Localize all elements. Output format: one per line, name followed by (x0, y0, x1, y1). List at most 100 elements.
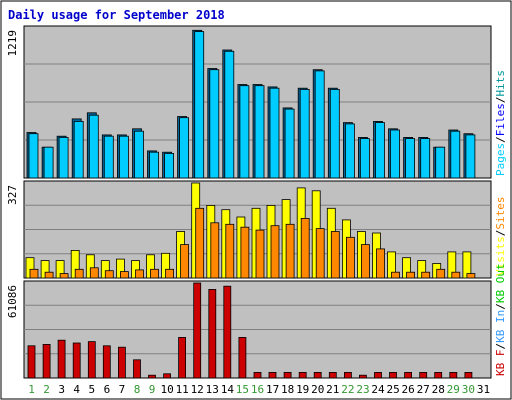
bar-kb-f-day-14 (223, 285, 232, 379)
x-tick-label-day-22: 22 (341, 383, 354, 396)
bar-sites-day-5 (89, 267, 99, 279)
bar-files-day-10 (164, 152, 175, 179)
bar-sites-day-2 (44, 271, 54, 279)
x-tick-label-day-17: 17 (266, 383, 279, 396)
bar-kb-f-day-17 (268, 371, 277, 379)
bar-kb-f-day-27 (419, 371, 428, 379)
bar-kb-f-day-15 (238, 336, 247, 379)
bar-kb-f-day-9 (148, 374, 156, 379)
bar-files-day-11 (179, 117, 190, 179)
x-tick-label-day-9: 9 (149, 383, 156, 396)
x-tick-label-day-23: 23 (356, 383, 369, 396)
x-tick-label-day-26: 26 (401, 383, 414, 396)
bar-files-day-21 (329, 89, 340, 179)
bar-sites-day-12 (195, 207, 205, 279)
bar-kb-f-day-13 (208, 288, 217, 379)
panel-3-legend: KB F/KB In/KB Out (494, 263, 507, 376)
legend-separator: / (494, 230, 507, 237)
bar-files-day-7 (119, 135, 129, 179)
bar-sites-day-4 (74, 268, 84, 279)
bar-kb-f-day-24 (374, 371, 382, 379)
bar-sites-day-11 (180, 244, 190, 279)
x-tick-label-day-30: 30 (462, 383, 475, 396)
x-tick-label-day-16: 16 (251, 383, 264, 396)
x-tick-label-day-28: 28 (432, 383, 445, 396)
bar-kb-f-day-10 (163, 373, 172, 379)
panel-1-max-label: 1219 (6, 30, 19, 57)
bar-sites-day-23 (360, 244, 370, 279)
bar-files-day-5 (88, 114, 99, 179)
bar-kb-f-day-8 (133, 359, 141, 379)
bar-sites-day-20 (315, 228, 325, 279)
bar-kb-f-day-7 (118, 346, 126, 379)
x-tick-label-day-31: 31 (477, 383, 490, 396)
bar-sites-day-17 (270, 225, 280, 279)
bar-files-day-14 (224, 50, 235, 179)
bar-files-day-22 (344, 123, 355, 179)
bar-kb-f-day-20 (313, 371, 322, 379)
panel-1-legend: Pages/Files/Hits (494, 70, 507, 176)
bar-sites-day-25 (391, 271, 400, 279)
bar-files-day-18 (284, 108, 295, 179)
bar-sites-day-9 (150, 268, 159, 279)
bar-sites-day-21 (330, 231, 340, 279)
bar-files-day-6 (103, 135, 114, 179)
x-tick-label-day-24: 24 (371, 383, 385, 396)
bar-files-day-16 (254, 85, 265, 179)
bar-kb-f-day-28 (434, 371, 443, 379)
bar-sites-day-22 (345, 236, 355, 279)
legend-item-kb-f: KB F (494, 350, 507, 377)
bar-sites-day-14 (225, 223, 235, 279)
bar-kb-f-day-1 (27, 345, 36, 379)
bar-files-day-19 (299, 89, 310, 179)
bar-files-day-25 (390, 129, 400, 179)
bar-kb-f-day-30 (464, 371, 473, 379)
bar-files-day-8 (134, 130, 144, 179)
panel-2-max-label: 327 (6, 185, 19, 205)
bar-files-day-30 (465, 134, 476, 179)
x-tick-label-day-18: 18 (281, 383, 294, 396)
bar-files-day-28 (435, 146, 446, 179)
bar-kb-f-day-25 (389, 371, 397, 379)
bar-files-day-2 (43, 146, 54, 179)
panel-2: 327 Visits/Sites (6, 180, 507, 279)
legend-separator: / (494, 343, 507, 350)
x-tick-label-day-1: 1 (28, 383, 35, 396)
x-tick-label-day-11: 11 (176, 383, 189, 396)
bar-sites-day-16 (255, 229, 265, 279)
x-tick-label-day-2: 2 (43, 383, 50, 396)
bar-files-day-20 (314, 70, 325, 179)
x-tick-label-day-19: 19 (296, 383, 309, 396)
bar-files-day-12 (194, 31, 205, 179)
bar-files-day-17 (269, 87, 280, 179)
x-tick-label-day-14: 14 (221, 383, 235, 396)
x-tick-label-day-27: 27 (417, 383, 430, 396)
bar-kb-f-day-29 (449, 371, 458, 379)
bar-kb-f-day-2 (42, 343, 51, 379)
bar-sites-day-29 (451, 271, 461, 279)
bar-kb-f-day-22 (343, 371, 352, 379)
bar-sites-day-24 (376, 248, 385, 279)
bar-kb-f-day-3 (57, 339, 66, 379)
bar-sites-day-28 (436, 268, 446, 279)
bar-sites-day-10 (165, 268, 175, 279)
x-tick-label-day-21: 21 (326, 383, 339, 396)
bar-sites-day-7 (120, 271, 129, 279)
x-tick-label-day-20: 20 (311, 383, 324, 396)
x-tick-label-day-29: 29 (447, 383, 460, 396)
bar-kb-f-day-5 (87, 341, 96, 379)
bar-files-day-13 (209, 69, 220, 179)
bar-files-day-24 (375, 122, 385, 179)
legend-item-kb-out: KB Out (494, 263, 507, 303)
bar-sites-day-3 (59, 273, 69, 279)
bar-kb-f-day-26 (404, 371, 413, 379)
bar-sites-day-30 (466, 273, 476, 279)
bar-sites-day-6 (104, 270, 114, 279)
x-tick-label-day-15: 15 (236, 383, 249, 396)
bar-files-day-9 (149, 151, 159, 179)
bar-sites-day-18 (285, 223, 295, 279)
bar-files-day-26 (405, 138, 416, 179)
bar-files-day-1 (28, 133, 39, 179)
